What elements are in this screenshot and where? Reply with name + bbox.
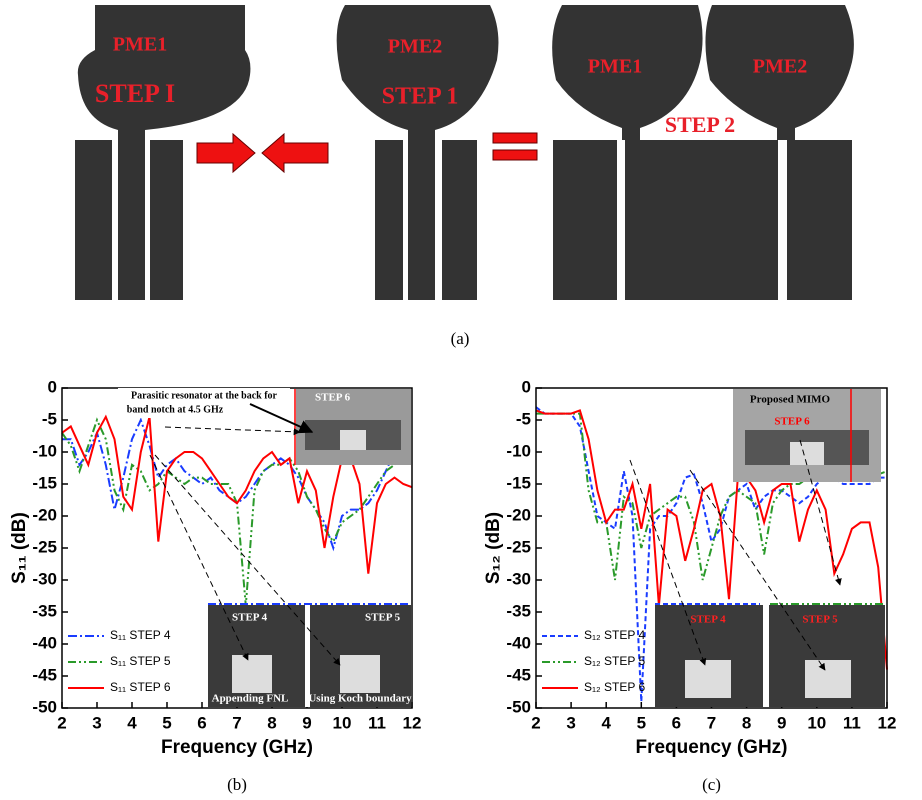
label: PME2: [388, 36, 442, 58]
y-tick-label: 0: [48, 377, 57, 396]
y-tick-label: -35: [506, 601, 531, 620]
y-axis-label: S₁₁ (dB): [9, 512, 30, 584]
y-tick-label: -10: [32, 441, 57, 460]
legend-label: S₁₂ STEP 4: [584, 628, 646, 642]
annotation: band notch at 4.5 GHz: [127, 404, 224, 415]
y-tick-label: 0: [522, 377, 531, 396]
x-tick-label: 7: [707, 713, 716, 732]
legend-label: S₁₂ STEP 5: [584, 654, 646, 668]
y-tick-label: -50: [506, 697, 531, 716]
ground: [442, 140, 477, 300]
x-tick-label: 6: [197, 713, 206, 732]
y-tick-label: -15: [506, 473, 531, 492]
x-tick-label: 11: [368, 713, 386, 732]
y-tick-label: -5: [42, 409, 57, 428]
legend-label: S₁₁ STEP 4: [110, 628, 171, 642]
equals: [493, 133, 537, 143]
y-tick-label: -30: [506, 569, 531, 588]
ground: [625, 140, 778, 300]
inset-label: STEP 6: [774, 416, 810, 428]
x-tick-label: 3: [92, 713, 101, 732]
annotation: Parasitic resonator at the back for: [131, 390, 278, 401]
x-tick-label: 12: [878, 713, 897, 732]
x-tick-label: 11: [843, 713, 861, 732]
x-axis-label: Frequency (GHz): [635, 737, 787, 758]
inset-shape: [685, 660, 731, 698]
antenna-diagram: PME1 STEP I PME2 STEP 1 PME1 PME2 STEP 2…: [75, 5, 854, 348]
x-tick-label: 2: [531, 713, 540, 732]
ground: [75, 140, 112, 300]
x-tick-label: 9: [777, 713, 786, 732]
y-tick-label: -45: [506, 665, 531, 684]
x-tick-label: 3: [566, 713, 575, 732]
ground: [375, 140, 403, 300]
y-tick-label: -25: [32, 537, 57, 556]
arrow: [165, 427, 300, 432]
inset-label: STEP 5: [365, 612, 401, 624]
inset-label: STEP 6: [315, 392, 351, 404]
inset-shape: [232, 655, 272, 693]
inset-label: STEP 5: [802, 614, 838, 626]
inset-shape: [790, 442, 824, 465]
inset-shape: [340, 430, 366, 450]
y-tick-label: -35: [32, 601, 57, 620]
legend-label: S₁₂ STEP 6: [584, 680, 646, 694]
y-tick-label: -20: [506, 505, 531, 524]
caption: (c): [702, 775, 721, 794]
y-tick-label: -30: [32, 569, 57, 588]
ground: [553, 140, 617, 300]
x-tick-label: 4: [127, 713, 137, 732]
label: PME1: [113, 34, 167, 56]
caption: (a): [451, 329, 470, 348]
y-tick-label: -20: [32, 505, 57, 524]
x-tick-label: 8: [742, 713, 751, 732]
label: PME1: [588, 56, 642, 78]
equals: [493, 150, 537, 160]
inset-label: Appending FNL: [212, 693, 289, 705]
x-tick-label: 7: [232, 713, 241, 732]
arrow: [262, 134, 328, 172]
x-tick-label: 4: [601, 713, 611, 732]
legend-label: S₁₁ STEP 5: [110, 654, 171, 668]
label: STEP 1: [382, 84, 459, 110]
x-tick-label: 10: [333, 713, 352, 732]
ground: [150, 140, 183, 300]
y-tick-label: -10: [506, 441, 531, 460]
y-tick-label: -50: [32, 697, 57, 716]
x-tick-label: 2: [57, 713, 66, 732]
x-tick-label: 5: [637, 713, 646, 732]
x-axis-label: Frequency (GHz): [161, 737, 313, 758]
y-tick-label: -40: [506, 633, 531, 652]
label: STEP 2: [665, 112, 735, 137]
inset-shape: [805, 660, 851, 698]
y-tick-label: -5: [516, 409, 531, 428]
y-axis-label: S₁₂ (dB): [483, 512, 504, 584]
x-tick-label: 10: [807, 713, 826, 732]
inset-label: Using Koch boundary: [308, 693, 412, 705]
x-tick-label: 9: [302, 713, 311, 732]
inset-label: STEP 4: [690, 614, 726, 626]
x-tick-label: 6: [672, 713, 681, 732]
y-tick-label: -40: [32, 633, 57, 652]
y-tick-label: -45: [32, 665, 57, 684]
inset-label: STEP 4: [232, 612, 268, 624]
x-tick-label: 12: [403, 713, 422, 732]
inset-shape: [340, 655, 380, 693]
x-tick-label: 8: [267, 713, 276, 732]
legend-label: S₁₁ STEP 6: [110, 680, 171, 694]
label: PME2: [753, 56, 807, 78]
inset-label: Proposed MIMO: [750, 394, 831, 406]
figure: PME1 STEP I PME2 STEP 1 PME1 PME2 STEP 2…: [0, 0, 922, 800]
x-tick-label: 5: [162, 713, 171, 732]
arrow: [197, 134, 255, 172]
inset-divider: [763, 605, 769, 707]
insets-c: Proposed MIMO STEP 6 STEP 4 STEP 5: [630, 389, 885, 707]
y-tick-label: -25: [506, 537, 531, 556]
y-tick-label: -15: [32, 473, 57, 492]
caption: (b): [227, 775, 247, 794]
ground: [787, 140, 852, 300]
label: STEP I: [95, 79, 175, 108]
